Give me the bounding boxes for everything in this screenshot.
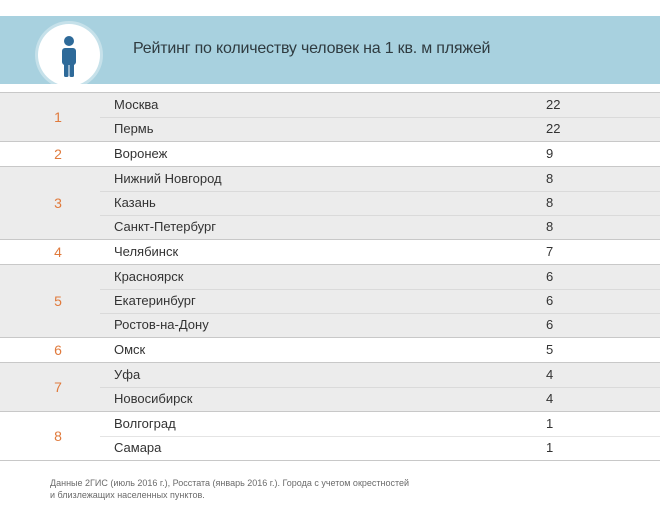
person-icon [62,36,76,77]
people-per-sqm-value: 4 [546,367,554,382]
footnote-line: Данные 2ГИС (июль 2016 г.), Росстата (ян… [50,478,410,488]
rank-number: 3 [54,195,62,211]
rank-group: 6 Омск 5 [0,338,660,363]
city-name: Ростов-на-Дону [114,317,209,332]
table-row: Нижний Новгород 8 [100,167,660,191]
table-row: Пермь 22 [100,117,660,141]
table-row: Волгоград 1 [100,412,660,436]
city-name: Москва [114,97,159,112]
rank-number: 1 [54,109,62,125]
people-per-sqm-value: 22 [546,121,561,136]
table-row: Ростов-на-Дону 6 [100,313,660,337]
rank-group: 3 Нижний Новгород 8 Казань 8 Санкт-Петербург 8 [0,167,660,240]
city-name: Казань [114,195,156,210]
city-name: Челябинск [114,244,179,259]
table-row: Воронеж 9 [100,142,660,166]
city-name: Омск [114,342,146,357]
table-row: Красноярск 6 [100,265,660,289]
rank-number: 5 [54,293,62,309]
rank-group: 2 Воронеж 9 [0,142,660,167]
rank-group: 7 Уфа 4 Новосибирск 4 [0,363,660,412]
table-row: Екатеринбург 6 [100,289,660,313]
people-per-sqm-value: 22 [546,97,561,112]
table-row: Уфа 4 [100,363,660,387]
rank-number: 2 [54,146,62,162]
table-row: Челябинск 7 [100,240,660,264]
rank-group: 4 Челябинск 7 [0,240,660,265]
rank-number: 7 [54,379,62,395]
city-name: Красноярск [114,269,184,284]
city-name: Уфа [114,367,141,382]
ranking-table: 1 Москва 22 Пермь 22 2 Воронеж 9 3 Нижний Новгоро… [0,92,660,461]
city-name: Самара [114,440,162,455]
rank-group: 1 Москва 22 Пермь 22 [0,92,660,142]
people-per-sqm-value: 8 [546,171,554,186]
page-title: Рейтинг по количеству человек на 1 кв. м… [133,40,491,57]
city-name: Воронеж [114,146,168,161]
rank-group: 5 Красноярск 6 Екатеринбург 6 Ростов-на-Дону 6 [0,265,660,338]
table-row: Казань 8 [100,191,660,215]
people-per-sqm-value: 6 [546,317,554,332]
table-row: Санкт-Петербург 8 [100,215,660,239]
city-name: Пермь [114,121,154,136]
people-per-sqm-value: 4 [546,391,554,406]
city-name: Нижний Новгород [114,171,222,186]
people-per-sqm-value: 8 [546,219,554,234]
table-row: Новосибирск 4 [100,387,660,411]
people-per-sqm-value: 6 [546,293,554,308]
people-per-sqm-value: 8 [546,195,554,210]
footnote-line: и близлежащих населенных пунктов. [50,490,205,500]
rank-group: 8 Волгоград 1 Самара 1 [0,412,660,461]
people-per-sqm-value: 1 [546,440,554,455]
people-per-sqm-value: 7 [546,244,554,259]
table-row: Самара 1 [100,436,660,460]
people-per-sqm-value: 5 [546,342,554,357]
city-name: Санкт-Петербург [114,219,216,234]
icon-badge [38,24,100,86]
table-row: Омск 5 [100,338,660,362]
city-name: Екатеринбург [114,293,196,308]
header-band [0,16,660,86]
people-per-sqm-value: 6 [546,269,554,284]
people-per-sqm-value: 1 [546,416,554,431]
rank-number: 8 [54,428,62,444]
people-per-sqm-value: 9 [546,146,554,161]
city-name: Новосибирск [114,391,193,406]
city-name: Волгоград [114,416,176,431]
footnote: Данные 2ГИС (июль 2016 г.), Росстата (ян… [50,477,409,501]
table-row: Москва 22 [100,93,660,117]
rank-number: 4 [54,244,62,260]
rank-number: 6 [54,342,62,358]
